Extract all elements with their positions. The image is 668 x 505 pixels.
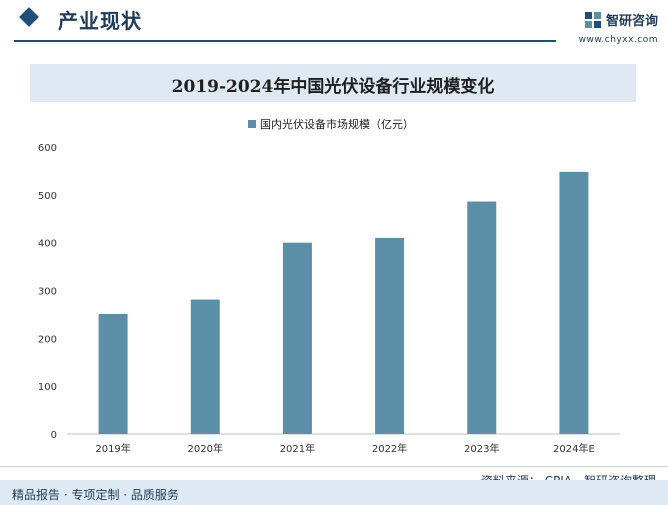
bar <box>190 299 220 434</box>
brand: 智研咨询 www.chyxx.com <box>579 10 658 45</box>
x-tick-label: 2023年 <box>464 442 499 455</box>
footer-divider <box>0 466 668 467</box>
bar <box>467 201 497 434</box>
bar <box>559 171 589 434</box>
x-tick-label: 2019年 <box>95 442 130 455</box>
header: 产业现状 智研咨询 www.chyxx.com <box>0 0 668 46</box>
x-tick-label: 2020年 <box>188 442 223 455</box>
bar <box>98 313 128 434</box>
section-title: 产业现状 <box>58 9 142 33</box>
y-tick-label: 400 <box>38 239 57 250</box>
x-tick-label: 2022年 <box>372 442 407 455</box>
y-tick-label: 0 <box>51 430 57 441</box>
chart-title-band: 2019-2024年中国光伏设备行业规模变化 <box>30 64 636 102</box>
legend-swatch <box>248 120 256 128</box>
header-divider <box>14 40 556 42</box>
brand-url: www.chyxx.com <box>578 35 658 45</box>
y-tick-label: 200 <box>38 334 57 345</box>
footer-bar <box>0 480 668 505</box>
bar <box>282 242 312 434</box>
legend: 国内光伏设备市场规模（亿元） <box>248 116 414 132</box>
chart-title: 2019-2024年中国光伏设备行业规模变化 <box>171 77 495 97</box>
x-tick-label: 2021年 <box>280 442 315 455</box>
legend-label: 国内光伏设备市场规模（亿元） <box>260 118 414 131</box>
y-tick-label: 300 <box>38 287 57 298</box>
brand-logo-icon <box>584 11 601 28</box>
footer-tagline: 精品报告 · 专项定制 · 品质服务 <box>12 488 179 502</box>
y-tick-label: 600 <box>38 143 57 154</box>
brand-name: 智研咨询 <box>605 14 658 29</box>
y-tick-label: 100 <box>38 382 57 393</box>
bar <box>375 237 405 434</box>
x-tick-label: 2024年E <box>553 442 595 455</box>
y-tick-label: 500 <box>38 191 57 202</box>
